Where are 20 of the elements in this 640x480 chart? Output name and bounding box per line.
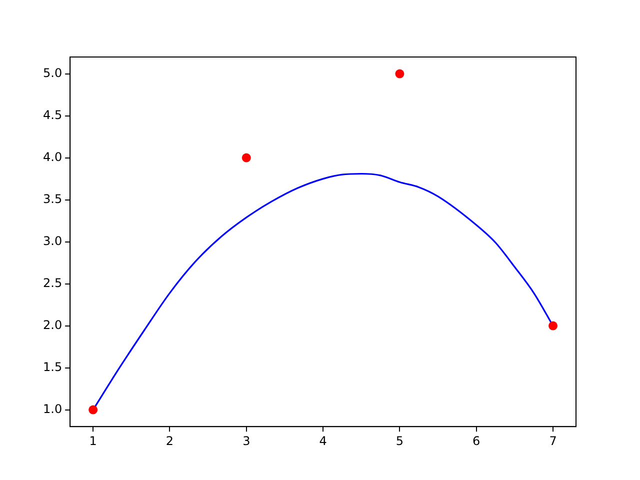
point [88,405,98,414]
y-tick-label: 1.5 [42,360,62,374]
y-tick-label: 1.0 [42,402,62,416]
x-tick-label: 6 [472,434,480,448]
point [242,153,251,162]
y-tick-label: 5.0 [42,66,62,80]
x-tick-label: 4 [319,434,327,448]
y-tick-label: 2.0 [42,318,62,332]
y-tick-label: 4.5 [42,108,62,122]
x-tick-label: 2 [166,434,174,448]
y-tick-label: 3.0 [42,234,62,248]
x-tick-label: 1 [89,434,97,448]
y-tick-label: 4.0 [42,150,62,164]
x-tick-label: 3 [242,434,250,448]
y-tick-label: 3.5 [42,192,62,206]
point [548,321,558,330]
y-tick-label: 2.5 [42,276,62,290]
x-tick-label: 5 [396,434,404,448]
point [395,69,404,78]
x-tick-label: 7 [549,434,557,448]
